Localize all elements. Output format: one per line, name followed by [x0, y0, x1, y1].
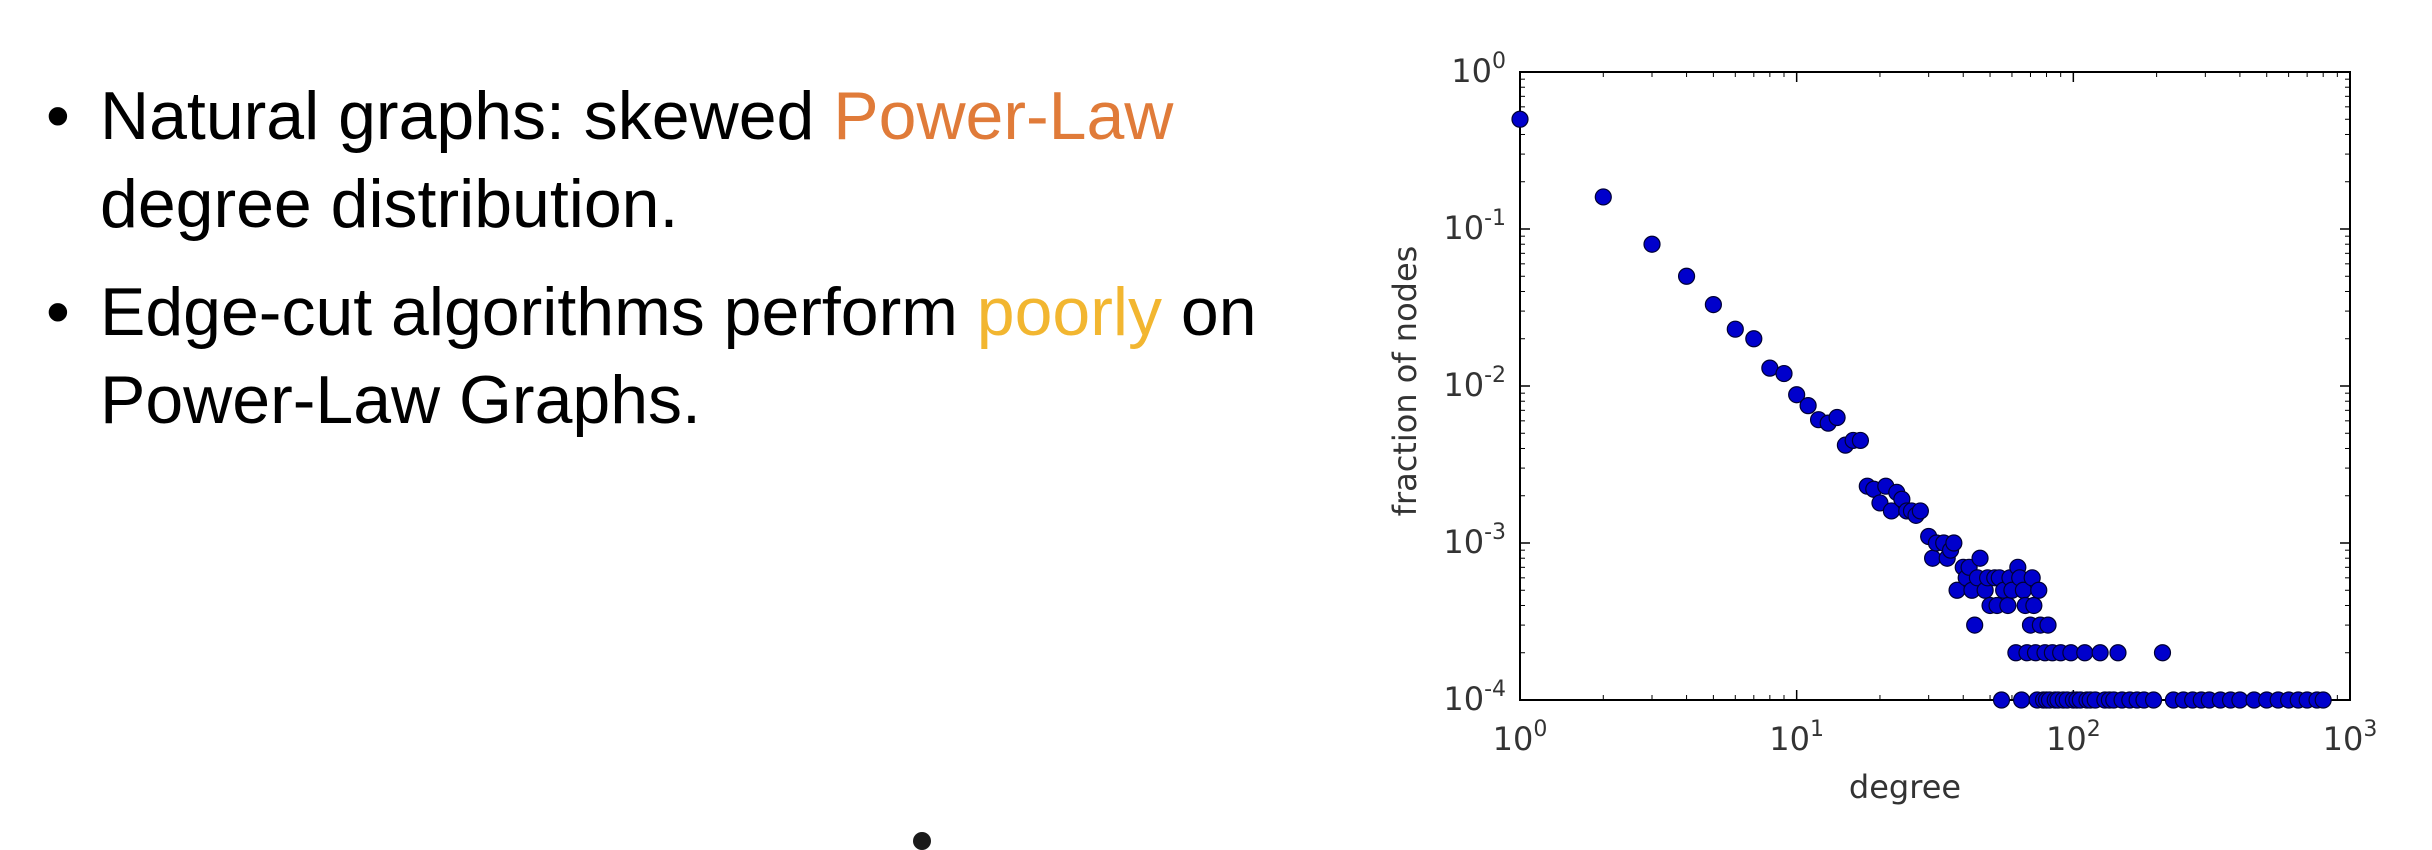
x-tick-label: 101	[1769, 717, 1824, 758]
data-point	[2144, 691, 2163, 709]
poorly-highlight: poorly	[976, 274, 1163, 350]
data-point	[1511, 110, 1529, 128]
data-point	[1945, 534, 1963, 552]
y-axis-label: fraction of nodes	[1386, 246, 1424, 517]
y-tick-label: 10-1	[1443, 206, 1506, 247]
plot-area: 100 101 102 103 100 10-1 10-2 10-3 10-4	[1443, 49, 2377, 758]
y-tick-label: 10-2	[1443, 363, 1506, 404]
bullet-2-text-b: on Power-Law Graphs.	[100, 274, 1257, 438]
data-point	[2039, 616, 2057, 634]
bullet-dot-icon: •	[46, 78, 70, 154]
bullet-list: • Natural graphs: skewed Power-Law degre…	[40, 72, 1340, 464]
data-point	[1966, 616, 1984, 634]
y-tick-label: 10-4	[1443, 677, 1506, 718]
power-law-highlight: Power-Law	[833, 78, 1174, 154]
data-point	[1594, 188, 1612, 206]
degree-distribution-chart: 100 101 102 103 100 10-1 10-2 10-3 10-4 degree f…	[1386, 49, 2377, 806]
bullet-1-text-b: degree distribution.	[100, 166, 679, 242]
plot-frame	[1519, 71, 2351, 701]
y-tick-label: 100	[1451, 49, 1506, 90]
data-point	[1643, 235, 1661, 253]
data-point	[1704, 295, 1722, 314]
data-point	[1971, 549, 1989, 567]
data-point	[2109, 644, 2127, 662]
data-point	[2153, 644, 2172, 662]
data-point	[1745, 330, 1763, 348]
data-point	[1924, 549, 1942, 567]
data-point	[2091, 644, 2109, 662]
bullet-2-text-a: Edge-cut algorithms perform	[100, 274, 977, 350]
data-point	[2012, 691, 2031, 709]
data-point	[2076, 644, 2094, 662]
data-point	[1775, 364, 1793, 383]
x-tick-label: 103	[2323, 717, 2378, 758]
data-point	[1851, 431, 1870, 450]
data-point	[1726, 320, 1744, 338]
bullet-1-text-a: Natural graphs: skewed	[100, 78, 834, 154]
x-axis-label: degree	[1849, 768, 1961, 806]
data-point	[1788, 386, 1806, 404]
bullet-item-edge-cut: • Edge-cut algorithms perform poorly on …	[40, 268, 1340, 444]
data-point	[1799, 397, 1817, 415]
bullet-item-power-law: • Natural graphs: skewed Power-Law degre…	[40, 72, 1340, 248]
data-point	[1999, 596, 2017, 615]
data-point	[1992, 691, 2011, 709]
data-point	[1828, 408, 1846, 427]
data-point	[2314, 691, 2332, 709]
stray-dot	[913, 832, 931, 850]
data-point	[2025, 596, 2043, 615]
x-tick-label: 100	[1493, 717, 1548, 758]
y-tick-label: 10-3	[1443, 520, 1506, 561]
bullet-dot-icon: •	[46, 274, 70, 350]
x-tick-label: 102	[2046, 717, 2101, 758]
data-point	[1911, 502, 1929, 520]
data-point	[1677, 267, 1696, 285]
data-point	[2030, 581, 2048, 599]
